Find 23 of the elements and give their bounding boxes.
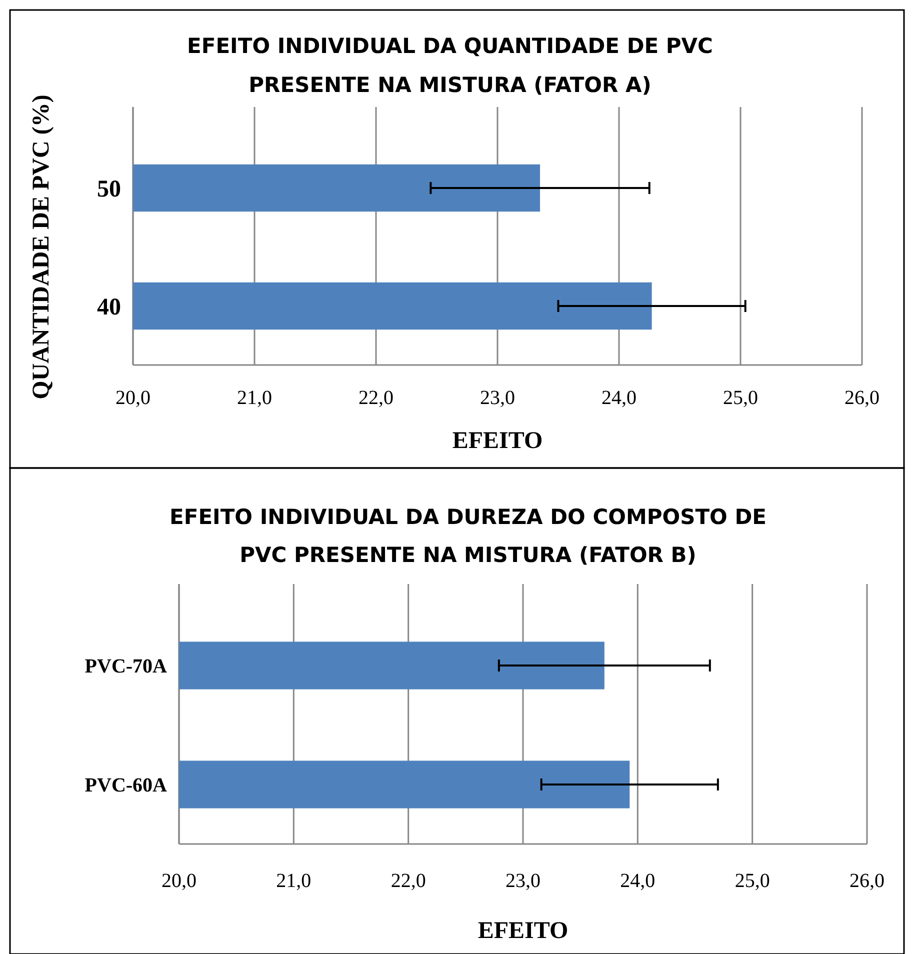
x-axis-title: EFEITO: [478, 918, 568, 944]
x-tick-label: 26,0: [850, 870, 884, 892]
chart-title: EFEITO INDIVIDUAL DA QUANTIDADE DE PVC PRESENTE NA MISTURA (FATOR A): [187, 34, 713, 97]
x-tick-label: 25,0: [723, 387, 758, 409]
chart-title: EFEITO INDIVIDUAL DA DUREZA DO COMPOSTO DE PVC PRESENTE NA MISTURA (FATOR B): [170, 505, 766, 567]
y-tick-label: 50: [97, 176, 121, 202]
x-tick-label: 20,0: [116, 387, 150, 409]
x-tick-label: 23,0: [506, 870, 540, 892]
x-tick-label: 21,0: [237, 387, 272, 409]
x-tick-label: 20,0: [162, 870, 196, 892]
y-axis-title: QUANTIDADE DE PVC (%): [28, 94, 54, 400]
y-tick-label: PVC-70A: [84, 656, 168, 678]
x-tick-label: 23,0: [480, 387, 515, 409]
y-tick-label: 40: [97, 294, 121, 320]
x-tick-label: 22,0: [390, 870, 426, 892]
x-tick-label: 25,0: [734, 870, 770, 892]
x-tick-label: 26,0: [844, 387, 880, 409]
x-axis-title: EFEITO: [452, 428, 543, 454]
x-tick-label: 24,0: [602, 387, 636, 409]
x-tick-label: 22,0: [358, 387, 394, 409]
x-tick-label: 24,0: [620, 870, 656, 892]
y-tick-label: PVC-60A: [84, 774, 168, 796]
x-tick-label: 21,0: [276, 870, 312, 892]
